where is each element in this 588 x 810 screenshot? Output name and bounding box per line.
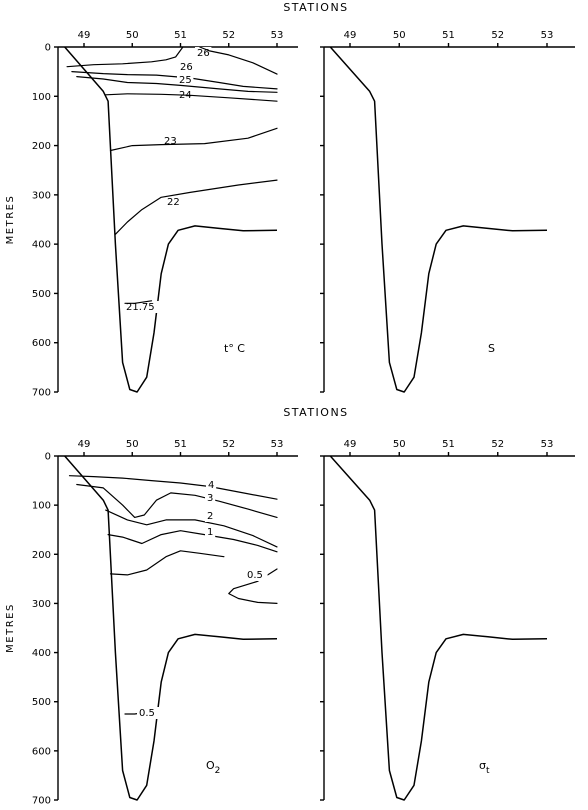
depth-tick-label: 0	[45, 43, 51, 54]
stations-title: STATIONS	[283, 1, 348, 14]
isoline-label: 21.75	[126, 302, 155, 313]
depth-tick-label: 700	[32, 796, 51, 807]
sea-bottom-profile	[329, 46, 548, 393]
isoline-label: 25	[179, 75, 192, 86]
isoline-2	[105, 509, 278, 548]
isoline-label: 26	[197, 48, 210, 59]
depth-tick-label: 400	[32, 240, 51, 251]
isoline-label: 26	[180, 62, 193, 73]
station-tick-label: 53	[541, 439, 554, 450]
isoline-label: 22	[167, 197, 180, 208]
sea-bottom-profile	[329, 455, 548, 801]
station-tick-label: 50	[126, 439, 139, 450]
isoline-22	[109, 127, 278, 152]
isoline-label-bg	[165, 196, 182, 208]
station-tick-label: 50	[126, 30, 139, 41]
depth-tick-label: 200	[32, 550, 51, 561]
station-tick-label: 52	[491, 30, 504, 41]
isoline-1	[107, 530, 278, 553]
station-tick-label: 51	[174, 439, 187, 450]
station-tick-label: 51	[442, 439, 455, 450]
isoline-label-bg	[177, 74, 194, 86]
isoline-25	[71, 70, 278, 90]
isoline-26	[199, 46, 278, 75]
station-tick-label: 50	[393, 30, 406, 41]
isoline-0.5	[228, 568, 278, 605]
station-tick-label: 49	[344, 439, 357, 450]
sea-bottom-profile	[64, 46, 278, 393]
depth-tick-label: 300	[32, 599, 51, 610]
isoline-label: 1	[207, 527, 213, 538]
depth-tick-label: 300	[32, 190, 51, 201]
isoline-label-bg	[124, 301, 159, 313]
isoline-26	[66, 46, 184, 68]
parameter-label: O2	[206, 759, 220, 776]
isoline-label-bg	[206, 479, 217, 491]
isoline-0.5	[109, 550, 225, 576]
parameter-label: S	[488, 342, 495, 355]
depth-tick-label: 500	[32, 289, 51, 300]
stations-title: STATIONS	[283, 406, 348, 419]
isoline-label: 4	[208, 480, 214, 491]
y-axis-label: METRES	[5, 195, 16, 245]
parameter-label: σt	[479, 759, 490, 776]
station-tick-label: 51	[442, 30, 455, 41]
depth-tick-label: 400	[32, 648, 51, 659]
isoline-24	[76, 75, 278, 93]
isoline-label-bg	[205, 510, 216, 522]
parameter-label: t° C	[224, 342, 245, 355]
isoline-23	[105, 93, 278, 102]
isoline-label: 2	[207, 511, 213, 522]
isoline-label: 3	[207, 493, 213, 504]
station-tick-label: 49	[344, 30, 357, 41]
isoline-label-bg	[205, 492, 216, 504]
depth-tick-label: 100	[32, 501, 51, 512]
isoline-label-bg	[178, 61, 195, 73]
isoline-4	[68, 475, 278, 500]
isoline-label-bg	[137, 707, 160, 719]
isoline-21.75	[124, 300, 153, 304]
station-tick-label: 52	[491, 439, 504, 450]
station-tick-label: 52	[222, 439, 235, 450]
panel-density: 49 50 51 52 53 σt	[320, 439, 575, 801]
isoline-21.75	[114, 179, 278, 235]
station-tick-label: 53	[271, 30, 284, 41]
panel-temperature: 49 50 51 52 53 0 100 200 300 400 500 600 700 STATIONS…	[5, 1, 348, 399]
station-tick-label: 53	[271, 439, 284, 450]
station-tick-label: 50	[393, 439, 406, 450]
station-tick-label: 51	[174, 30, 187, 41]
depth-tick-label: 0	[45, 452, 51, 463]
depth-tick-label: 700	[32, 388, 51, 399]
y-axis-label: METRES	[5, 603, 16, 653]
station-tick-label: 49	[78, 439, 91, 450]
panel-salinity: 49 50 51 52 53 S	[320, 30, 575, 393]
parameter-subscript: t	[486, 766, 490, 776]
depth-tick-label: 100	[32, 92, 51, 103]
sea-bottom-profile	[64, 455, 278, 801]
station-tick-label: 53	[541, 30, 554, 41]
isoline-label-bg	[245, 569, 268, 581]
depth-tick-label: 500	[32, 697, 51, 708]
isoline-label: 23	[164, 136, 177, 147]
depth-tick-label: 600	[32, 746, 51, 757]
isoline-label-bg	[205, 526, 216, 538]
isoline-label: 0.5	[247, 570, 263, 581]
station-tick-label: 52	[222, 30, 235, 41]
depth-tick-label: 200	[32, 141, 51, 152]
depth-tick-label: 600	[32, 338, 51, 349]
station-tick-label: 49	[78, 30, 91, 41]
parameter-subscript: 2	[215, 766, 221, 776]
isoline-label: 0.5	[139, 708, 155, 719]
panel-oxygen: 49 50 51 52 53 0 100 200 300 400 500 600 700 STATIONS…	[5, 406, 348, 807]
isoline-3	[76, 483, 278, 519]
